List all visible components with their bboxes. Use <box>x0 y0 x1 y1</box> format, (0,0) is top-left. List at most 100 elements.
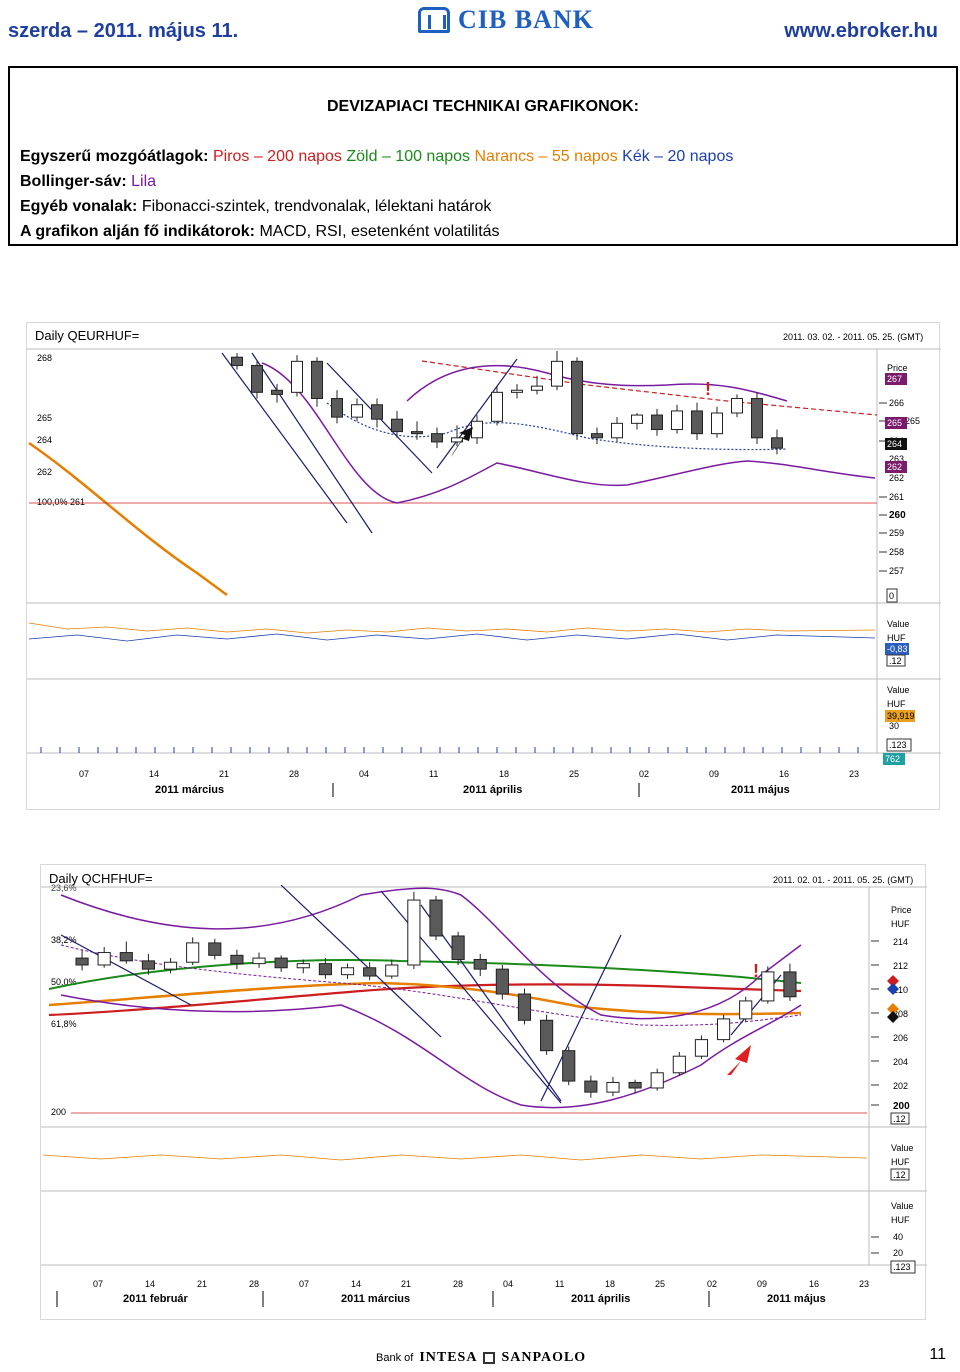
tick-206: 206 <box>893 1033 908 1043</box>
other-value: Fibonacci-szintek, trendvonalak, lélekta… <box>141 198 492 215</box>
x-month: 2011 március <box>155 784 224 796</box>
candle-body <box>651 414 663 431</box>
candle-body <box>431 433 443 443</box>
other-label: Egyéb vonalak: <box>20 198 138 215</box>
bollinger-line: Bollinger-sáv: Lila <box>20 173 156 191</box>
ma20-text: Kék – 20 napos <box>622 148 734 165</box>
footer-logo: Bank of INTESA SANPAOLO <box>376 1350 586 1366</box>
trendline-5 <box>540 934 622 1102</box>
candle-body <box>119 952 133 962</box>
x-day: 28 <box>249 1279 259 1289</box>
tag-267: 267 <box>887 374 902 384</box>
macd-unit: HUF <box>891 1157 910 1167</box>
candle-body <box>783 971 797 998</box>
candle-body <box>97 952 111 966</box>
candle-body <box>631 414 643 424</box>
arrow-up-icon <box>451 427 473 457</box>
tick-212: 212 <box>893 961 908 971</box>
left-label-262: 262 <box>37 467 52 477</box>
candle-body <box>711 412 723 435</box>
x-day: 14 <box>149 769 159 779</box>
candle-body <box>671 410 683 431</box>
zero-tag-bg <box>886 588 898 603</box>
candle-body <box>429 899 443 937</box>
x-month: 2011 május <box>731 784 790 796</box>
marker-diamond-icon <box>887 1003 899 1015</box>
footer-intesa: INTESA <box>419 1350 478 1365</box>
chart-title: Daily QCHFHUF= <box>49 871 153 886</box>
page-number: 11 <box>929 1346 946 1363</box>
bank-name: CIB BANK <box>458 5 594 34</box>
fib-label-618: 61,8% <box>51 1019 77 1029</box>
candle-body <box>751 398 763 439</box>
candle-body <box>296 963 310 969</box>
footer-bank-of: Bank of <box>376 1352 414 1364</box>
tag-264: 264 <box>887 439 902 449</box>
trendline-1 <box>221 352 348 524</box>
x-day: 18 <box>499 769 509 779</box>
candle-body <box>407 899 421 966</box>
candle-body <box>141 960 156 970</box>
price-unit: HUF <box>891 919 910 929</box>
candle-body <box>562 1050 576 1082</box>
x-day: 09 <box>709 769 719 779</box>
x-day: 04 <box>359 769 369 779</box>
tag-267-bg <box>885 373 907 385</box>
candle-body <box>731 398 743 414</box>
x-axis-days: 07 14 21 28 07 14 21 28 04 11 18 25 02 0… <box>93 1279 869 1289</box>
x-day: 07 <box>79 769 89 779</box>
x-day: 28 <box>453 1279 463 1289</box>
sanpaolo-logo-icon <box>483 1352 496 1364</box>
rsi-tag: 39,919 <box>887 711 915 721</box>
tick-210: 210 <box>893 985 908 995</box>
macd-tag: .12 <box>893 1170 906 1180</box>
x-day: 21 <box>401 1279 411 1289</box>
x-day: 16 <box>779 769 789 779</box>
x-day: 21 <box>219 769 229 779</box>
ma55-line <box>28 441 228 597</box>
candle-body <box>739 1000 753 1020</box>
candle-body <box>517 993 532 1021</box>
macd-tag: -0,83 <box>887 644 908 654</box>
ma55-text: Narancs – 55 napos <box>474 148 618 165</box>
x-day: 11 <box>429 769 438 779</box>
right-ticks: 214 212 210 208 206 204 202 200 <box>871 937 910 1112</box>
macd-tag2-bg <box>886 654 906 667</box>
tag-265-bg <box>885 417 907 429</box>
x-month: 2011 március <box>341 1293 410 1305</box>
x-day: 02 <box>639 769 649 779</box>
candle-body <box>230 954 244 965</box>
x-day: 23 <box>849 769 859 779</box>
ma55-line <box>48 981 802 1016</box>
bank-logo-icon <box>418 7 450 33</box>
candle-body <box>771 437 783 449</box>
candle-body <box>628 1081 642 1089</box>
candle-body <box>363 967 377 977</box>
trendline-1 <box>60 934 192 1006</box>
tick-258: 258 <box>889 547 904 557</box>
macd-tag-bg <box>890 1168 910 1181</box>
fib-label-382: 38,2% <box>51 935 77 945</box>
macd-tag-bg <box>885 643 909 655</box>
bollinger-upper <box>60 887 802 1020</box>
left-label-268: 268 <box>37 353 52 363</box>
left-label-fib: 100,0% 261 <box>37 497 85 507</box>
eurhuf-chart-svg: Daily QEURHUF= 2011. 03. 02. - 2011. 05.… <box>27 328 941 797</box>
bollinger-value: Lila <box>131 173 157 190</box>
rsi-tick-30: 30 <box>889 721 899 731</box>
tag-264-bg <box>885 438 907 450</box>
chart-range: 2011. 03. 02. - 2011. 05. 25. (GMT) <box>783 332 923 342</box>
tag-262: 262 <box>887 462 902 472</box>
candle-body <box>391 418 403 433</box>
ma200-text: Piros – 200 napos <box>212 148 342 165</box>
candle-body <box>606 1081 620 1093</box>
header-url[interactable]: www.ebroker.hu <box>784 20 938 42</box>
warning-icon: ! <box>753 961 759 981</box>
candle-body <box>411 431 423 435</box>
candle-body <box>591 433 603 439</box>
rsi-unit: HUF <box>887 699 906 709</box>
candle-body <box>491 391 503 422</box>
candle-body <box>540 1019 554 1052</box>
tick-208: 208 <box>893 1009 908 1019</box>
candle-body <box>694 1039 709 1057</box>
